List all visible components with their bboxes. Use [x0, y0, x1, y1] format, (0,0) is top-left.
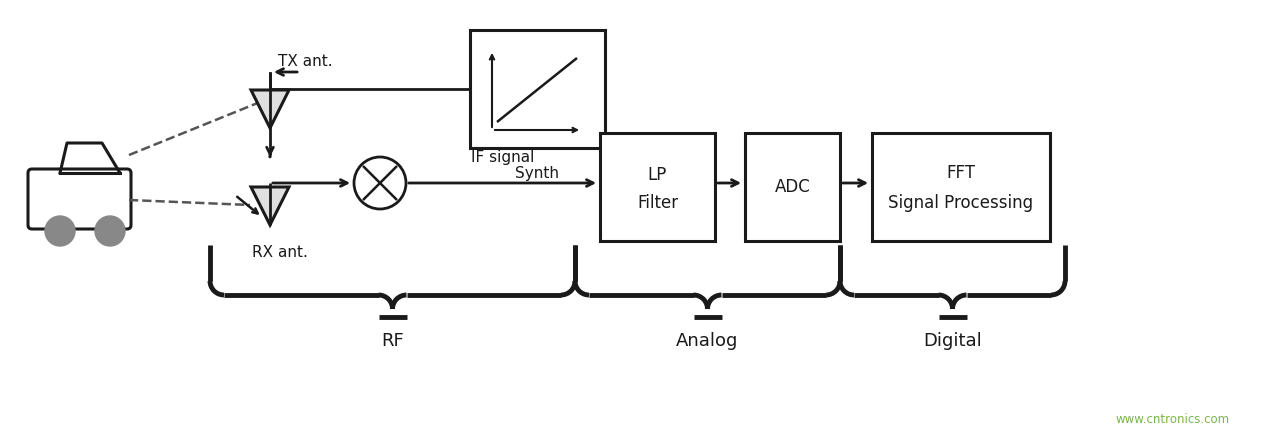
Bar	[872, 133, 1050, 241]
Text: Digital: Digital	[923, 332, 981, 350]
Text: Signal Processing: Signal Processing	[889, 194, 1033, 212]
Text: RX ant.: RX ant.	[252, 245, 308, 260]
Text: Filter: Filter	[637, 194, 678, 212]
Text: IF signal: IF signal	[472, 150, 535, 165]
Text: RF: RF	[382, 332, 404, 350]
Bar	[600, 133, 715, 241]
Circle shape	[95, 216, 126, 246]
Text: www.cntronics.com: www.cntronics.com	[1116, 413, 1230, 426]
Text: ADC: ADC	[775, 178, 810, 196]
Polygon shape	[251, 90, 289, 128]
Text: TX ant.: TX ant.	[278, 54, 332, 70]
Text: Synth: Synth	[516, 166, 559, 181]
Bar	[470, 30, 605, 148]
FancyBboxPatch shape	[28, 169, 131, 229]
Circle shape	[44, 216, 75, 246]
Bar	[746, 133, 839, 241]
Polygon shape	[251, 187, 289, 225]
Text: Analog: Analog	[676, 332, 739, 350]
Text: LP: LP	[648, 166, 667, 184]
Text: FFT: FFT	[946, 164, 975, 182]
Circle shape	[354, 157, 406, 209]
